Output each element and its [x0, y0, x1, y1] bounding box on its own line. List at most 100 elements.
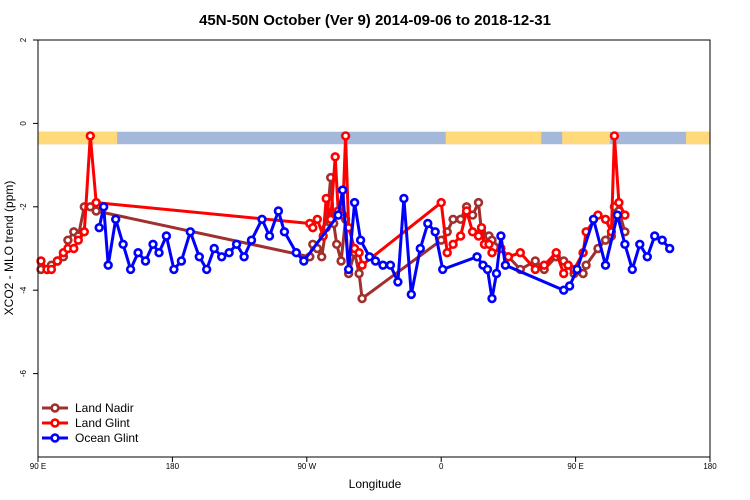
- land-segment-3: [686, 131, 710, 145]
- land-glint-point: [614, 197, 624, 208]
- land-glint-point: [476, 223, 487, 233]
- land-nadir-point: [332, 239, 342, 250]
- y-axis-label: XCO2 - MLO trend (ppm): [2, 181, 16, 316]
- land-segment-1: [445, 131, 542, 145]
- ocean-glint-point: [612, 210, 623, 220]
- ocean-glint-point: [246, 235, 257, 245]
- x-tick-label-2: 90 W: [297, 462, 316, 471]
- land-nadir-point: [448, 214, 458, 225]
- land-glint-point: [354, 248, 364, 258]
- land-glint-point: [330, 152, 340, 162]
- ocean-glint-point: [176, 256, 187, 266]
- ocean-glint-point: [148, 239, 158, 250]
- series-ocean-glint: [94, 185, 675, 304]
- ocean-glint-point: [393, 277, 403, 287]
- ocean-glint-point: [406, 289, 416, 300]
- land-nadir-point: [357, 293, 367, 304]
- ocean-glint-point: [333, 210, 343, 220]
- land-nadir-point: [336, 256, 346, 266]
- ocean-glint-point: [224, 248, 234, 258]
- ocean-glint-point: [343, 264, 354, 275]
- land-glint-point: [85, 131, 96, 141]
- land-nadir-point: [578, 268, 588, 279]
- land-glint-point: [312, 214, 322, 225]
- ocean-glint-point: [657, 235, 667, 245]
- land-glint-point: [73, 235, 84, 245]
- x-axis: 90 E 180 90 W 0 90 E 180: [30, 457, 717, 471]
- ocean-glint-point: [399, 193, 409, 204]
- land-nadir-point: [317, 252, 327, 262]
- land-glint-point: [455, 231, 466, 241]
- legend-label: Ocean Glint: [75, 431, 139, 445]
- land-glint-point: [600, 214, 611, 225]
- ocean-glint-point: [185, 227, 196, 237]
- ocean-glint-point: [291, 248, 301, 258]
- ocean-glint-point: [649, 231, 660, 241]
- ocean-glint-point: [217, 252, 227, 262]
- ocean-glint-point: [364, 252, 375, 262]
- ocean-glint-point: [194, 252, 205, 262]
- legend-label: Land Glint: [75, 416, 130, 430]
- land-glint-point: [484, 239, 494, 250]
- land-glint-point: [609, 131, 620, 141]
- land-nadir-point: [63, 235, 73, 245]
- ocean-glint-point: [264, 231, 275, 241]
- ocean-glint-point: [299, 256, 309, 266]
- land-nadir-point: [600, 235, 611, 245]
- ocean-glint-point: [273, 206, 284, 216]
- land-glint-point: [551, 248, 561, 258]
- land-glint-point: [308, 223, 318, 233]
- land-nadir-point: [581, 260, 591, 270]
- land-glint-point: [52, 256, 63, 266]
- land-glint-point: [91, 197, 101, 208]
- y-tick-label-1: 0: [19, 121, 28, 126]
- land-glint-point: [620, 210, 630, 220]
- y-tick-label-0: 2: [19, 37, 28, 42]
- ocean-glint-point: [627, 264, 637, 275]
- land-glint-point: [563, 260, 573, 270]
- ocean-glint-point: [154, 248, 164, 258]
- ocean-glint-point: [635, 239, 645, 250]
- y-tick-label-4: -6: [19, 369, 28, 377]
- ocean-glint-point: [378, 260, 388, 270]
- x-tick-label-0: 90 E: [30, 462, 46, 471]
- ocean-glint-point: [588, 214, 599, 225]
- ocean-glint-point: [279, 227, 290, 237]
- ocean-glint-point: [94, 223, 104, 233]
- ocean-glint-point: [202, 264, 212, 275]
- land-glint-point: [467, 227, 478, 237]
- ocean-glint-point: [385, 260, 396, 270]
- x-axis-label: Longitude: [349, 477, 402, 491]
- ocean-glint-point: [209, 243, 219, 254]
- x-tick-label-3: 0: [439, 462, 444, 471]
- land-glint-point: [448, 239, 458, 250]
- land-glint-point: [515, 248, 525, 258]
- ocean-glint-point: [620, 239, 630, 250]
- ocean-glint-point: [169, 264, 179, 275]
- ocean-glint-point: [430, 227, 440, 237]
- ocean-glint-point: [125, 264, 136, 275]
- ocean-glint-point: [664, 243, 675, 254]
- land-glint-point: [357, 260, 367, 270]
- ocean-glint-point: [600, 260, 611, 270]
- land-nadir-point: [530, 256, 540, 266]
- land-segment-0: [38, 131, 118, 145]
- ocean-glint-point: [491, 268, 502, 279]
- land-glint-point: [539, 260, 549, 270]
- legend-item-land-nadir: Land Nadir: [42, 401, 134, 415]
- legend-swatch-marker: [50, 433, 60, 443]
- land-glint-point: [69, 243, 79, 254]
- ocean-glint-point: [438, 264, 448, 275]
- ocean-glint-point: [572, 264, 582, 275]
- ocean-glint-point: [337, 185, 348, 195]
- legend-swatch-marker: [50, 403, 60, 413]
- series-layer: [36, 131, 675, 304]
- ocean-glint-point: [487, 293, 497, 304]
- x-tick-label-4: 90 E: [567, 462, 583, 471]
- ocean-glint-point: [98, 202, 109, 212]
- ocean-glint-point: [231, 239, 242, 250]
- ocean-glint-point: [110, 214, 121, 225]
- land-nadir-point: [91, 206, 101, 216]
- ocean-glint-point: [161, 231, 172, 241]
